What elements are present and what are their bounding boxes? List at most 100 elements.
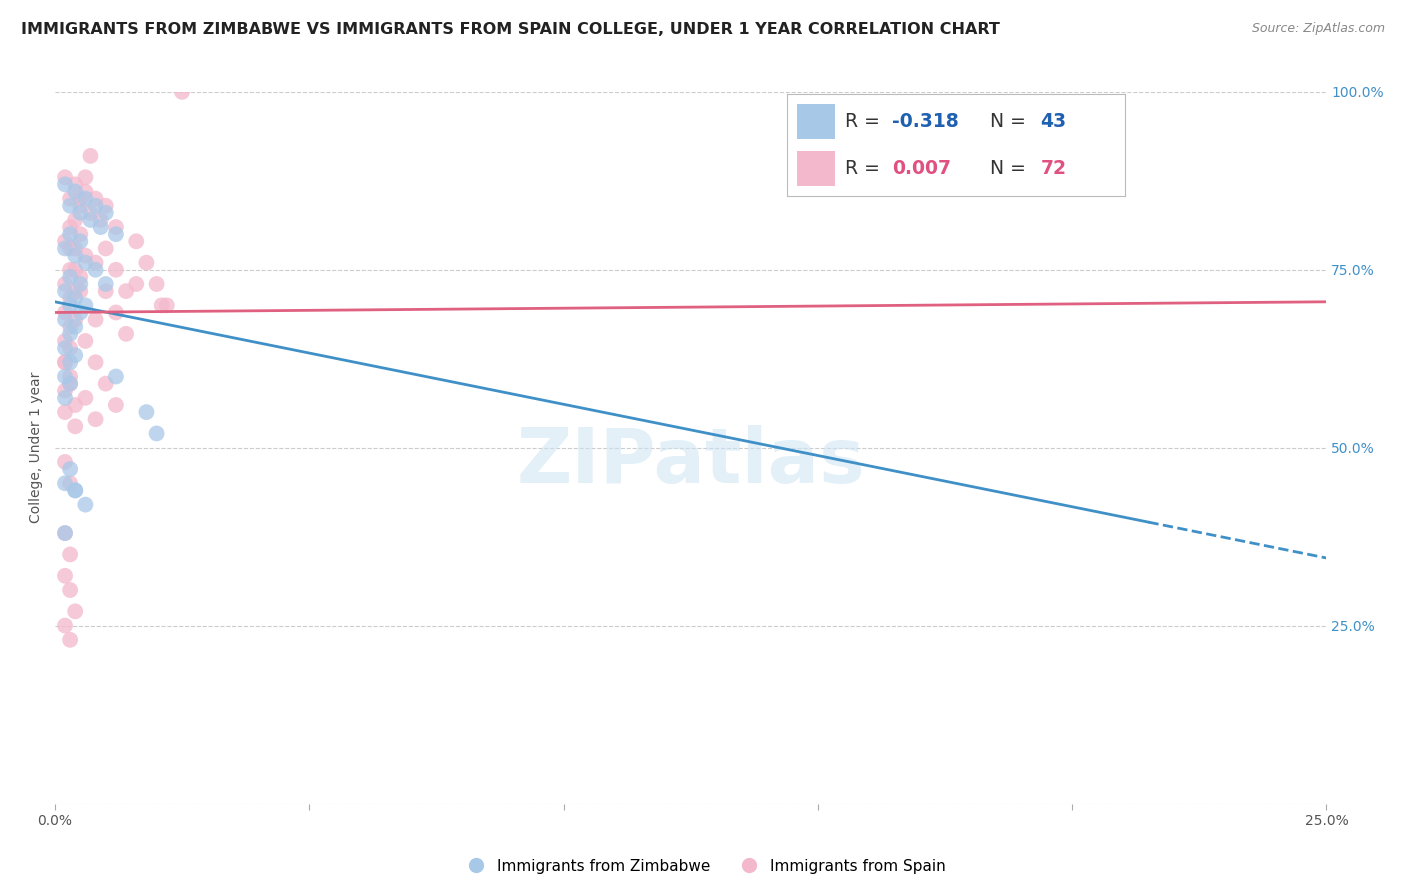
Point	[63, 604, 86, 618]
Point	[59, 369, 82, 384]
Point	[59, 192, 82, 206]
Point	[53, 277, 76, 291]
Point	[53, 369, 76, 384]
Point	[63, 312, 86, 326]
Point	[63, 291, 86, 305]
Point	[104, 227, 127, 242]
Text: R =: R =	[845, 112, 886, 131]
Point	[59, 319, 82, 334]
Point	[59, 632, 82, 647]
Point	[63, 319, 86, 334]
Point	[63, 178, 86, 192]
Point	[94, 199, 117, 213]
Point	[59, 242, 82, 256]
Point	[104, 398, 127, 412]
Point	[53, 341, 76, 355]
Point	[84, 355, 107, 369]
Point	[59, 298, 82, 312]
Point	[63, 483, 86, 498]
Point	[53, 476, 76, 491]
Point	[69, 305, 91, 319]
Point	[59, 462, 82, 476]
Point	[156, 298, 179, 312]
Point	[94, 206, 117, 220]
Point	[53, 235, 76, 249]
Point	[63, 284, 86, 298]
Point	[53, 170, 76, 185]
Point	[59, 376, 82, 391]
Text: N =: N =	[990, 112, 1032, 131]
Point	[59, 476, 82, 491]
Point	[59, 582, 82, 597]
Point	[53, 405, 76, 419]
Point	[170, 85, 193, 99]
Point	[75, 498, 97, 512]
Point	[125, 277, 148, 291]
Point	[63, 248, 86, 262]
Point	[53, 384, 76, 398]
Point	[59, 376, 82, 391]
Point	[84, 412, 107, 426]
Point	[79, 213, 101, 227]
Text: Source: ZipAtlas.com: Source: ZipAtlas.com	[1251, 22, 1385, 36]
Point	[53, 284, 76, 298]
Text: ZIPatlas: ZIPatlas	[516, 425, 865, 499]
Point	[79, 206, 101, 220]
Point	[90, 220, 112, 235]
Point	[53, 305, 76, 319]
Point	[94, 242, 117, 256]
Point	[150, 298, 173, 312]
Point	[59, 199, 82, 213]
FancyBboxPatch shape	[797, 104, 835, 139]
Point	[53, 455, 76, 469]
Point	[53, 178, 76, 192]
Point	[59, 269, 82, 284]
Point	[104, 369, 127, 384]
Point	[53, 569, 76, 583]
Point	[84, 262, 107, 277]
Y-axis label: College, Under 1 year: College, Under 1 year	[30, 372, 44, 524]
Point	[104, 262, 127, 277]
Legend: Immigrants from Zimbabwe, Immigrants from Spain: Immigrants from Zimbabwe, Immigrants fro…	[454, 853, 952, 880]
Point	[59, 227, 82, 242]
Point	[53, 334, 76, 348]
Point	[84, 199, 107, 213]
Point	[53, 355, 76, 369]
Text: IMMIGRANTS FROM ZIMBABWE VS IMMIGRANTS FROM SPAIN COLLEGE, UNDER 1 YEAR CORRELAT: IMMIGRANTS FROM ZIMBABWE VS IMMIGRANTS F…	[21, 22, 1000, 37]
Point	[59, 291, 82, 305]
Point	[145, 426, 167, 441]
Point	[125, 235, 148, 249]
Point	[53, 618, 76, 632]
Point	[75, 192, 97, 206]
Point	[75, 248, 97, 262]
Point	[104, 220, 127, 235]
Point	[75, 391, 97, 405]
Point	[69, 192, 91, 206]
Text: -0.318: -0.318	[891, 112, 959, 131]
Point	[69, 277, 91, 291]
Text: 43: 43	[1040, 112, 1067, 131]
Point	[53, 242, 76, 256]
Point	[63, 398, 86, 412]
Point	[75, 298, 97, 312]
Point	[69, 284, 91, 298]
Point	[59, 326, 82, 341]
Point	[135, 255, 157, 269]
Point	[59, 341, 82, 355]
Point	[59, 548, 82, 562]
Point	[79, 149, 101, 163]
Point	[94, 277, 117, 291]
Point	[53, 526, 76, 541]
Point	[90, 213, 112, 227]
Point	[63, 242, 86, 256]
Point	[63, 213, 86, 227]
Point	[53, 355, 76, 369]
Point	[115, 326, 138, 341]
Point	[145, 277, 167, 291]
Point	[69, 227, 91, 242]
FancyBboxPatch shape	[797, 151, 835, 186]
Point	[69, 269, 91, 284]
Point	[63, 262, 86, 277]
Point	[94, 376, 117, 391]
Point	[75, 255, 97, 269]
